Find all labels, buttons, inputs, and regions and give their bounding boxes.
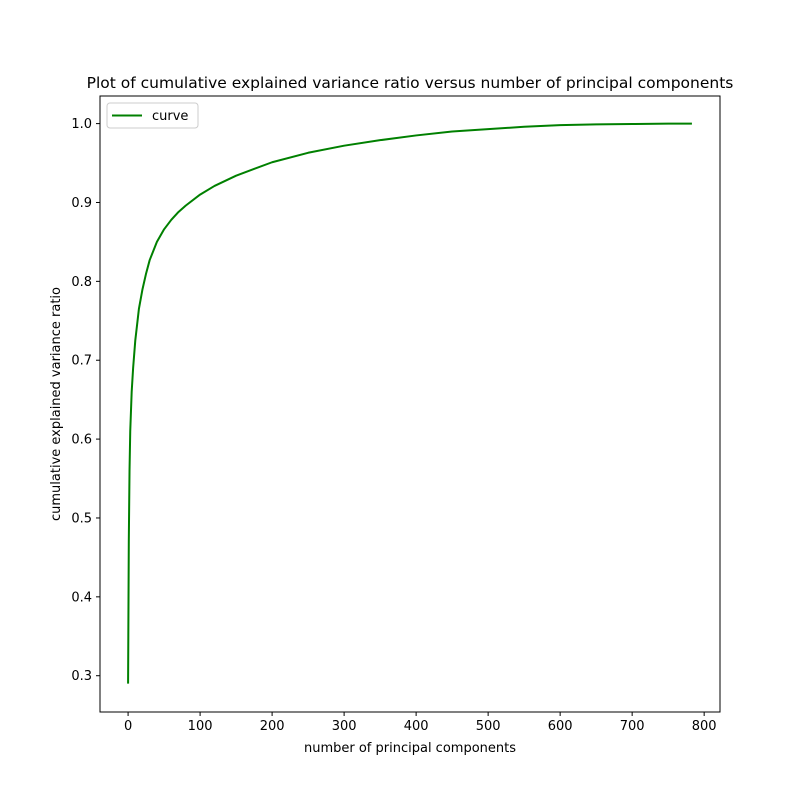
plot-frame bbox=[99, 95, 721, 713]
y-tick-label: 0.3 bbox=[71, 669, 92, 684]
x-tick-label: 100 bbox=[188, 719, 213, 734]
y-tick-label: 0.6 bbox=[71, 433, 92, 448]
x-tick-label: 200 bbox=[260, 719, 285, 734]
y-tick-label: 1.0 bbox=[71, 117, 92, 132]
y-tick-label: 0.9 bbox=[71, 196, 92, 211]
legend-label-curve: curve bbox=[152, 109, 188, 124]
legend-box bbox=[106, 102, 199, 129]
y-tick-label: 0.4 bbox=[71, 590, 92, 605]
x-tick-label: 600 bbox=[548, 719, 573, 734]
x-tick-label: 400 bbox=[404, 719, 429, 734]
y-axis-label: cumulative explained variance ratio bbox=[49, 287, 64, 521]
y-tick-label: 0.8 bbox=[71, 275, 92, 290]
x-tick-label: 300 bbox=[332, 719, 357, 734]
x-tick-label: 700 bbox=[620, 719, 645, 734]
x-axis-label: number of principal components bbox=[304, 741, 516, 756]
chart-title: Plot of cumulative explained variance ra… bbox=[87, 74, 734, 92]
legend: curve bbox=[106, 102, 199, 129]
series-line-curve bbox=[127, 122, 692, 684]
y-tick-label: 0.5 bbox=[71, 511, 92, 526]
x-tick-label: 0 bbox=[124, 719, 132, 734]
x-tick-label: 800 bbox=[692, 719, 717, 734]
y-tick-label: 0.7 bbox=[71, 354, 92, 369]
x-tick-label: 500 bbox=[476, 719, 501, 734]
